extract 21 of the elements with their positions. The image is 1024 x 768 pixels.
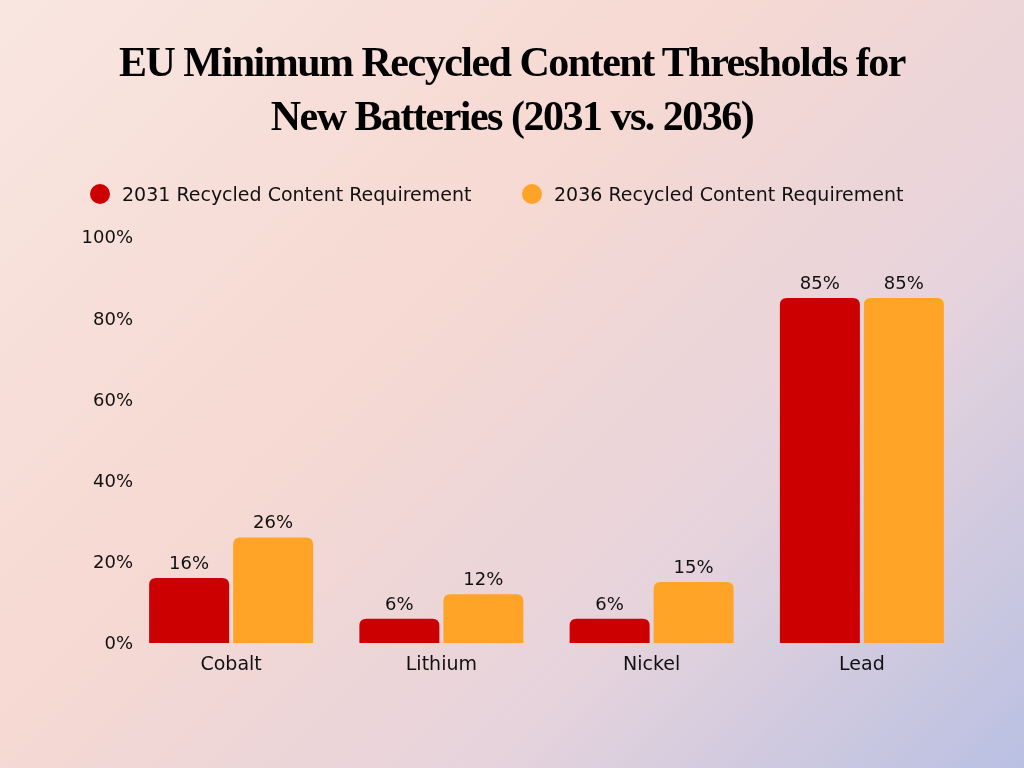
legend-label: 2036 Recycled Content Requirement [554, 182, 904, 205]
chart-title: EU Minimum Recycled Content Thresholds for New Batteries (2031 vs. 2036) [119, 39, 906, 140]
data-label: 15% [673, 556, 714, 578]
y-tick-label: 100% [81, 226, 133, 248]
y-tick-label: 60% [92, 388, 133, 410]
y-tick-label: 40% [92, 469, 133, 491]
y-tick-label: 20% [92, 551, 133, 573]
data-label: 6% [385, 592, 414, 614]
data-label: 85% [799, 271, 840, 293]
data-label: 26% [253, 511, 294, 533]
y-tick-label: 0% [104, 632, 133, 654]
data-label: 85% [883, 271, 924, 293]
x-tick-label: Nickel [623, 651, 681, 674]
y-tick-label: 80% [92, 307, 133, 329]
data-label: 16% [169, 552, 210, 574]
x-tick-label: Lithium [405, 651, 477, 674]
x-tick-label: Cobalt [200, 651, 262, 674]
data-label: 6% [595, 592, 624, 614]
x-tick-label: Lead [839, 651, 885, 674]
data-label: 12% [463, 568, 504, 590]
legend-label: 2031 Recycled Content Requirement [122, 182, 472, 205]
